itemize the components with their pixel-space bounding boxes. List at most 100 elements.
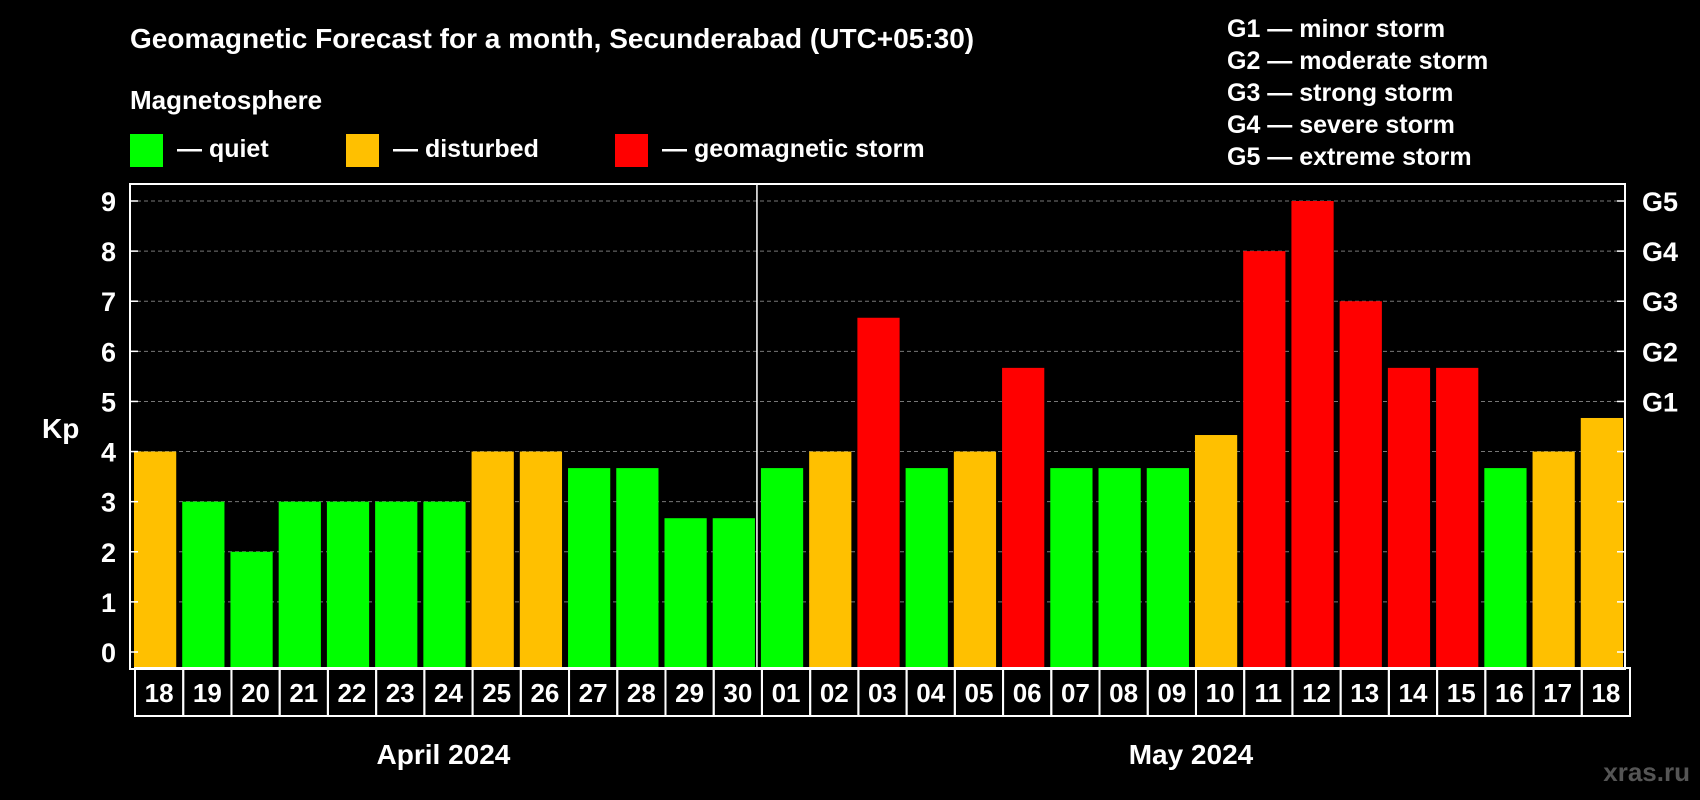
bar-29-11	[664, 518, 707, 668]
x-tick-label: 26	[530, 678, 559, 708]
month-label: April 2024	[377, 739, 511, 770]
g-scale-item: G5 — extreme storm	[1227, 143, 1472, 171]
x-tick-label: 06	[1013, 678, 1042, 708]
x-tick-label: 10	[1206, 678, 1235, 708]
bar-22-4	[326, 501, 370, 668]
y-axis-ticks: 0 1 2 3 4 5 6 7 8 9	[101, 187, 138, 668]
x-tick-label: 18	[1591, 678, 1620, 708]
right-tick-label: G3	[1642, 287, 1678, 317]
right-tick-label: G1	[1642, 387, 1678, 417]
x-tick-label: 03	[868, 678, 897, 708]
bar-23-5	[375, 501, 418, 668]
x-tick-label: 02	[820, 678, 849, 708]
x-tick-label: 14	[1399, 678, 1428, 708]
bar-13-25	[1339, 301, 1382, 668]
bar-12-24	[1291, 201, 1334, 668]
bar-14-26	[1387, 367, 1431, 668]
g-scale-legend: G1 — minor storm G2 — moderate storm G3 — …	[1227, 15, 1488, 171]
bar-17-29	[1532, 451, 1575, 668]
bar-05-17	[953, 451, 997, 668]
y-tick-label: 8	[101, 237, 116, 267]
bar-10-22	[1194, 435, 1238, 668]
x-tick-label: 01	[772, 678, 801, 708]
bar-20-2	[230, 551, 273, 668]
bar-28-10	[616, 468, 659, 668]
x-tick-label: 05	[964, 678, 993, 708]
x-tick-label: 11	[1255, 678, 1283, 708]
x-tick-label: 19	[193, 678, 222, 708]
bar-01-13	[760, 468, 804, 668]
bar-27-9	[568, 468, 611, 668]
g-scale-item: G1 — minor storm	[1227, 15, 1445, 43]
bar-30-12	[712, 518, 755, 668]
x-tick-label: 15	[1447, 678, 1476, 708]
y-tick-label: 4	[101, 438, 116, 468]
right-axis-ticks: G1 G2 G3 G4 G5	[1617, 187, 1678, 653]
bar-02-14	[809, 451, 852, 668]
g-scale-item: G3 — strong storm	[1227, 79, 1453, 107]
y-tick-label: 9	[101, 187, 116, 217]
x-tick-label: 28	[627, 678, 656, 708]
x-tick-label: 23	[386, 678, 415, 708]
x-tick-label: 08	[1109, 678, 1138, 708]
x-axis-labels: 18 19 20 21 22 23 24 25 26 27 28 29 30 01 02 03 04 05 06 07…	[134, 667, 1631, 717]
x-tick-label: 20	[241, 678, 270, 708]
x-label-cell	[1580, 667, 1631, 717]
legend-label-storm: — geomagnetic storm	[662, 135, 925, 163]
right-tick-label: G5	[1642, 187, 1678, 217]
bar-06-18	[1002, 367, 1045, 668]
chart-title: Geomagnetic Forecast for a month, Secund…	[130, 23, 974, 54]
x-tick-label: 24	[434, 678, 463, 708]
x-tick-label: 07	[1061, 678, 1090, 708]
x-tick-label: 16	[1495, 678, 1524, 708]
bar-21-3	[278, 501, 321, 668]
watermark: xras.ru	[1603, 757, 1690, 787]
x-tick-label: 22	[338, 678, 367, 708]
y-tick-label: 1	[101, 588, 116, 618]
x-tick-label: 04	[916, 678, 945, 708]
x-tick-label: 18	[145, 678, 174, 708]
y-tick-label: 5	[101, 387, 116, 417]
g-scale-item: G2 — moderate storm	[1227, 47, 1488, 75]
bar-04-16	[905, 468, 948, 668]
bar-18-30	[1580, 417, 1623, 668]
x-tick-label: 12	[1302, 678, 1331, 708]
bar-24-6	[423, 501, 466, 668]
bar-07-19	[1050, 468, 1093, 668]
x-tick-label: 09	[1157, 678, 1186, 708]
legend-swatch-quiet	[130, 134, 163, 167]
status-legend: — quiet — disturbed — geomagnetic storm	[130, 134, 925, 167]
x-tick-label: 21	[289, 678, 318, 708]
y-tick-label: 0	[101, 638, 116, 668]
x-tick-label: 13	[1350, 678, 1379, 708]
month-label: May 2024	[1129, 739, 1254, 770]
x-tick-label: 29	[675, 678, 704, 708]
bar-15-27	[1436, 367, 1479, 668]
bar-11-23	[1243, 251, 1286, 668]
y-tick-label: 2	[101, 538, 116, 568]
g-scale-item: G4 — severe storm	[1227, 111, 1455, 139]
x-tick-label: 25	[482, 678, 511, 708]
legend-swatch-storm	[615, 134, 648, 167]
legend-swatch-disturbed	[346, 134, 379, 167]
bar-09-21	[1146, 468, 1189, 668]
bar-08-20	[1098, 468, 1141, 668]
bar-18-0	[134, 451, 177, 668]
right-tick-label: G4	[1642, 237, 1678, 267]
x-tick-label: 27	[579, 678, 608, 708]
legend-label-quiet: — quiet	[177, 135, 269, 163]
x-tick-label: 30	[723, 678, 752, 708]
bar-19-1	[182, 501, 225, 668]
legend-label-disturbed: — disturbed	[393, 135, 539, 163]
bar-26-8	[519, 451, 563, 668]
y-tick-label: 3	[101, 488, 116, 518]
right-tick-label: G2	[1642, 337, 1678, 367]
bars	[134, 201, 1623, 668]
legend-title: Magnetosphere	[130, 85, 322, 115]
bar-03-15	[857, 317, 900, 668]
y-tick-label: 6	[101, 337, 116, 367]
x-tick-label: 17	[1543, 678, 1572, 708]
bar-16-28	[1484, 468, 1527, 668]
y-axis-label: Kp	[42, 413, 79, 444]
